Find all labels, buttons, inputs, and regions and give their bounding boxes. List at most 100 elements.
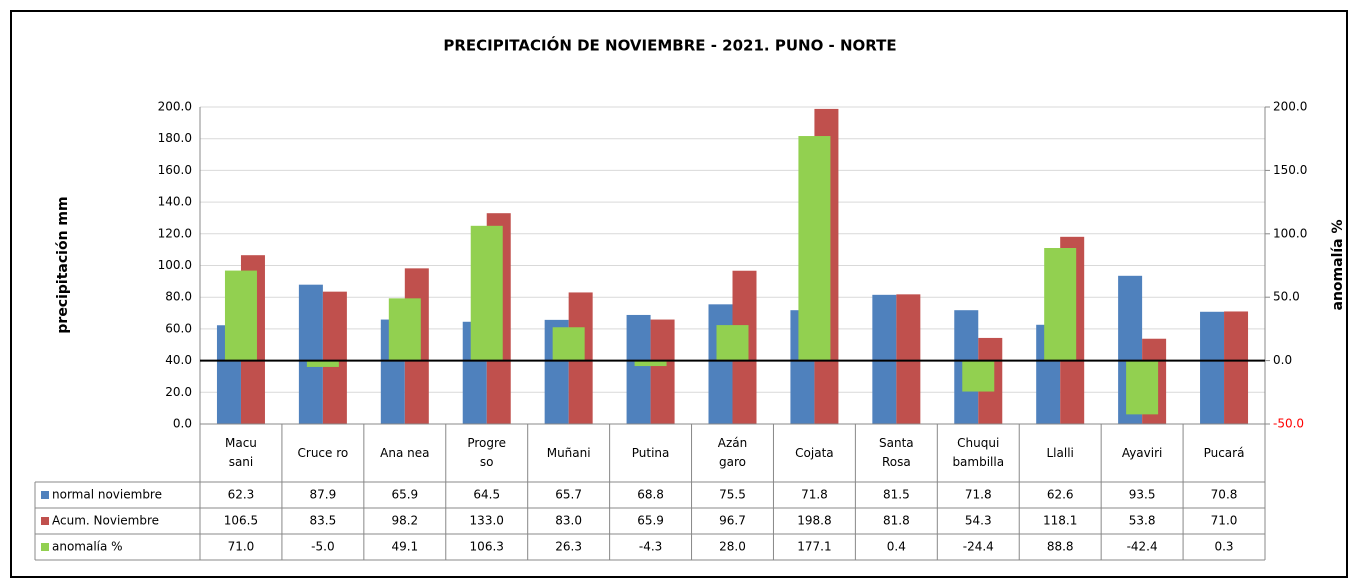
table-value: 106.5: [224, 514, 258, 528]
y2-tick-label: -50.0: [1273, 417, 1304, 431]
y-tick-label: 200.0: [158, 100, 192, 114]
table-value: -42.4: [1127, 540, 1158, 554]
x-tick-label: Pucará: [1203, 445, 1245, 460]
bar: [634, 360, 667, 367]
table-value: 81.5: [883, 488, 910, 502]
x-tick-label: Ayaviri: [1121, 445, 1163, 460]
y-tick-label: 100.0: [158, 258, 192, 272]
table-value: 0.4: [887, 540, 906, 554]
bar: [322, 291, 347, 424]
table-value: 83.0: [555, 514, 582, 528]
bar: [626, 314, 651, 424]
table-value: 81.8: [883, 514, 910, 528]
table-value: 118.1: [1043, 514, 1077, 528]
y-tick-label: 120.0: [158, 226, 192, 240]
x-tick-label: Progre so: [467, 436, 507, 469]
table-value: 75.5: [719, 488, 746, 502]
bar: [306, 360, 339, 367]
table-value: 71.8: [801, 488, 828, 502]
x-tick-label: Cruce ro: [297, 445, 349, 460]
legend-key: [41, 517, 49, 525]
y2-tick-label: 100.0: [1273, 226, 1307, 240]
y2-tick-label: 200.0: [1273, 100, 1307, 114]
y-tick-label: 20.0: [165, 385, 192, 399]
table-value: 198.8: [797, 514, 831, 528]
x-tick-label: Putina: [631, 445, 670, 460]
y-tick-label: 180.0: [158, 131, 192, 145]
x-tick-label: Muñani: [546, 445, 591, 460]
y2-tick-label: 150.0: [1273, 163, 1307, 177]
bar: [962, 360, 995, 392]
bar: [1126, 360, 1159, 415]
y-axis-title: precipitación mm: [55, 196, 71, 333]
table-value: 0.3: [1214, 540, 1233, 554]
table-value: 177.1: [797, 540, 831, 554]
table-value: 96.7: [719, 514, 746, 528]
table-value: 83.5: [310, 514, 337, 528]
legend-label: Acum. Noviembre: [52, 514, 159, 528]
bar: [872, 294, 897, 424]
bar: [470, 225, 503, 361]
chart-title: PRECIPITACIÓN DE NOVIEMBRE - 2021. PUNO …: [443, 36, 896, 55]
table-value: 49.1: [391, 540, 418, 554]
x-tick-label: Llalli: [1046, 445, 1074, 460]
table-value: 98.2: [391, 514, 418, 528]
table-value: 71.0: [228, 540, 255, 554]
table-value: 106.3: [470, 540, 504, 554]
y-tick-label: 40.0: [165, 353, 192, 367]
bar: [1224, 311, 1249, 424]
bar: [388, 298, 421, 361]
y2-axis-title: anomalía %: [1330, 219, 1346, 310]
table-value: 62.3: [228, 488, 255, 502]
bar: [552, 327, 585, 361]
bar: [716, 325, 749, 361]
y2-tick-label: 50.0: [1273, 290, 1300, 304]
legend-label: normal noviembre: [52, 488, 162, 502]
y-tick-label: 160.0: [158, 163, 192, 177]
bar: [798, 136, 831, 361]
bar: [224, 270, 257, 361]
table-value: 87.9: [310, 488, 337, 502]
x-tick-label: Chuqui bambilla: [952, 436, 1005, 469]
bar: [298, 284, 323, 424]
table-value: 65.7: [555, 488, 582, 502]
y-tick-label: 80.0: [165, 290, 192, 304]
y-tick-label: 140.0: [158, 195, 192, 209]
legend-label: anomalía %: [52, 540, 123, 554]
table-value: 71.8: [965, 488, 992, 502]
y-tick-label: 0.0: [173, 417, 192, 431]
table-value: -5.0: [311, 540, 334, 554]
x-tick-label: Azán garo: [717, 436, 748, 469]
bar: [896, 294, 921, 424]
bar: [1200, 311, 1225, 424]
table-value: -4.3: [639, 540, 662, 554]
table-value: 70.8: [1211, 488, 1238, 502]
x-tick-label: Macu sani: [225, 436, 257, 469]
y2-tick-label: 0.0: [1273, 353, 1292, 367]
table-value: -24.4: [963, 540, 994, 554]
x-tick-label: Cojata: [795, 445, 834, 460]
bar: [708, 304, 733, 424]
table-value: 65.9: [637, 514, 664, 528]
table-value: 68.8: [637, 488, 664, 502]
table-value: 65.9: [391, 488, 418, 502]
table-value: 93.5: [1129, 488, 1156, 502]
table-value: 26.3: [555, 540, 582, 554]
table-value: 53.8: [1129, 514, 1156, 528]
table-value: 71.0: [1211, 514, 1238, 528]
x-tick-label: Ana nea: [380, 445, 430, 460]
table-value: 28.0: [719, 540, 746, 554]
table-value: 62.6: [1047, 488, 1074, 502]
table-value: 64.5: [473, 488, 500, 502]
legend-key: [41, 543, 49, 551]
y-tick-label: 60.0: [165, 321, 192, 335]
table-value: 88.8: [1047, 540, 1074, 554]
bar: [650, 319, 675, 424]
bar: [1044, 248, 1077, 361]
legend-key: [41, 491, 49, 499]
x-tick-label: Santa Rosa: [879, 436, 914, 469]
table-value: 54.3: [965, 514, 992, 528]
table-value: 133.0: [470, 514, 504, 528]
